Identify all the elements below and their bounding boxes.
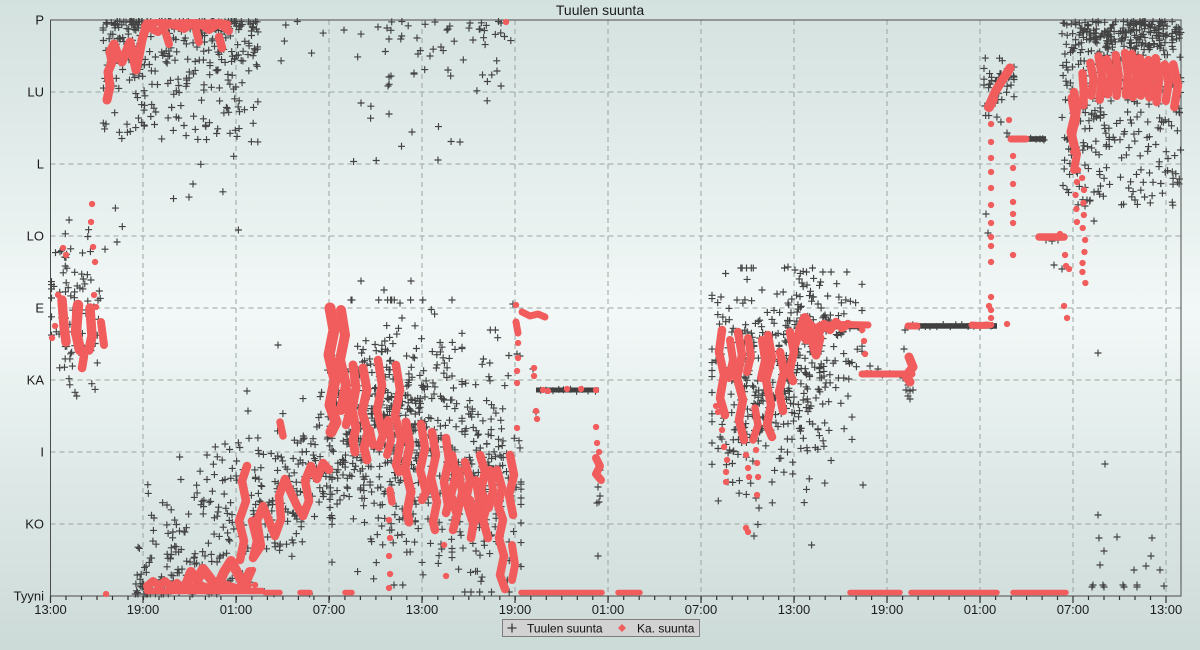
- svg-text:07:00: 07:00: [1057, 602, 1090, 617]
- svg-text:Ka. suunta: Ka. suunta: [637, 622, 695, 636]
- svg-text:P: P: [35, 13, 44, 28]
- svg-text:19:00: 19:00: [499, 602, 532, 617]
- svg-text:LU: LU: [27, 85, 44, 100]
- svg-text:13:00: 13:00: [778, 602, 811, 617]
- svg-text:13:00: 13:00: [34, 602, 67, 617]
- svg-text:Tuulen suunta: Tuulen suunta: [527, 622, 603, 636]
- svg-text:KO: KO: [25, 517, 44, 532]
- svg-text:E: E: [35, 301, 44, 316]
- svg-text:Tyyni: Tyyni: [14, 589, 44, 604]
- svg-text:13:00: 13:00: [1150, 602, 1183, 617]
- svg-text:Tuulen suunta: Tuulen suunta: [556, 2, 644, 18]
- svg-text:LO: LO: [27, 229, 44, 244]
- svg-text:KA: KA: [27, 373, 45, 388]
- svg-text:07:00: 07:00: [313, 602, 346, 617]
- svg-text:19:00: 19:00: [127, 602, 160, 617]
- svg-text:01:00: 01:00: [592, 602, 625, 617]
- svg-text:13:00: 13:00: [406, 602, 439, 617]
- svg-text:01:00: 01:00: [220, 602, 253, 617]
- svg-text:I: I: [40, 445, 44, 460]
- svg-text:19:00: 19:00: [871, 602, 904, 617]
- svg-text:L: L: [37, 157, 44, 172]
- svg-text:07:00: 07:00: [685, 602, 718, 617]
- svg-text:01:00: 01:00: [964, 602, 997, 617]
